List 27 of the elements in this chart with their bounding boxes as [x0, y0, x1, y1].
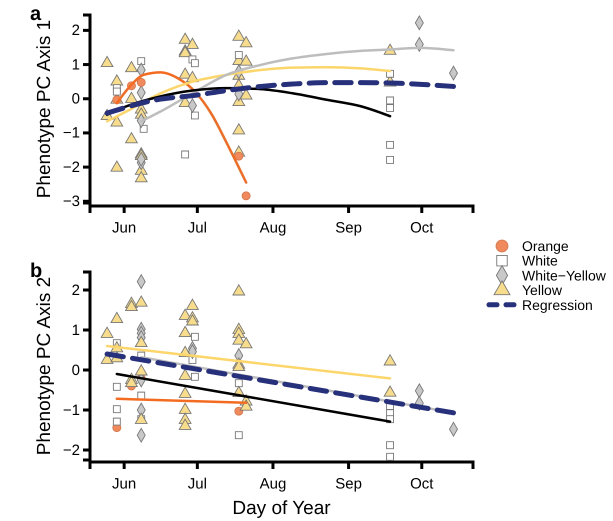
x-tick-label: Oct — [410, 476, 434, 492]
y-tick-label: 2 — [72, 22, 80, 40]
x-tick-label: Oct — [410, 220, 434, 236]
x-tick-label: Sep — [335, 220, 362, 236]
legend-label: White−Yellow — [522, 267, 607, 284]
legend-label: Regression — [522, 296, 593, 313]
x-tick-label: Jul — [188, 476, 207, 492]
y-tick-label: 0 — [72, 362, 80, 379]
legend-label: White — [522, 252, 558, 269]
y-tick-label: −1 — [62, 402, 80, 419]
x-tick-label: Aug — [260, 220, 286, 236]
y-tick-label: −2 — [62, 158, 80, 176]
y-tick-label: −3 — [62, 193, 80, 210]
legend-label: Yellow — [522, 282, 563, 298]
x-tick-label: Jun — [112, 476, 136, 492]
y-tick-label: −2 — [62, 442, 80, 459]
y-tick-label: 1 — [72, 56, 80, 74]
legend-label: Orange — [522, 238, 569, 254]
x-tick-label: Jun — [112, 220, 136, 236]
y-tick-label: −1 — [62, 124, 80, 142]
x-tick-label: Sep — [335, 476, 362, 492]
x-axis-title: Day of Year — [232, 498, 332, 519]
x-tick-label: Jul — [188, 220, 207, 236]
y-tick-label: 2 — [72, 282, 80, 299]
y-tick-label: 1 — [72, 322, 80, 339]
x-tick-label: Aug — [260, 476, 286, 492]
y-tick-label: 0 — [72, 90, 80, 108]
